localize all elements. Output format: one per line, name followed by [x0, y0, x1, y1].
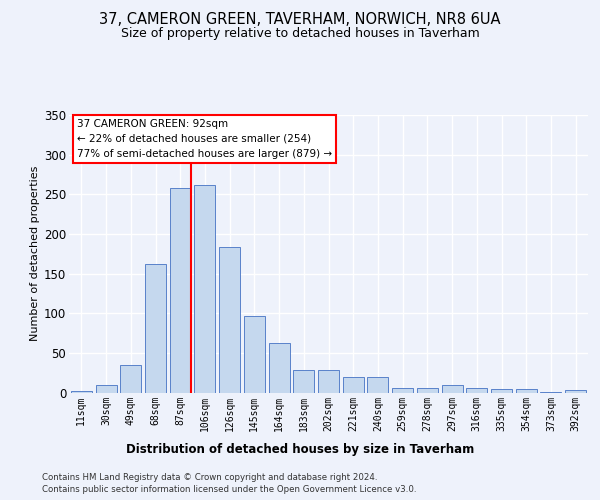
Bar	[392, 388, 413, 392]
Bar	[269, 344, 290, 392]
Bar	[194, 185, 215, 392]
Text: Distribution of detached houses by size in Taverham: Distribution of detached houses by size …	[126, 442, 474, 456]
Bar	[219, 246, 240, 392]
Text: Contains public sector information licensed under the Open Government Licence v3: Contains public sector information licen…	[42, 485, 416, 494]
Text: 37, CAMERON GREEN, TAVERHAM, NORWICH, NR8 6UA: 37, CAMERON GREEN, TAVERHAM, NORWICH, NR…	[99, 12, 501, 28]
Text: Contains HM Land Registry data © Crown copyright and database right 2024.: Contains HM Land Registry data © Crown c…	[42, 472, 377, 482]
Bar	[71, 391, 92, 392]
Bar	[120, 365, 141, 392]
Y-axis label: Number of detached properties: Number of detached properties	[30, 166, 40, 342]
Bar	[293, 370, 314, 392]
Text: Size of property relative to detached houses in Taverham: Size of property relative to detached ho…	[121, 28, 479, 40]
Bar	[170, 188, 191, 392]
Bar	[516, 390, 537, 392]
Bar	[95, 386, 116, 392]
Bar	[565, 390, 586, 392]
Bar	[343, 378, 364, 392]
Bar	[442, 384, 463, 392]
Bar	[491, 388, 512, 392]
Bar	[417, 388, 438, 392]
Bar	[145, 264, 166, 392]
Text: 37 CAMERON GREEN: 92sqm
← 22% of detached houses are smaller (254)
77% of semi-d: 37 CAMERON GREEN: 92sqm ← 22% of detache…	[77, 119, 332, 159]
Bar	[466, 388, 487, 392]
Bar	[367, 378, 388, 392]
Bar	[244, 316, 265, 392]
Bar	[318, 370, 339, 392]
